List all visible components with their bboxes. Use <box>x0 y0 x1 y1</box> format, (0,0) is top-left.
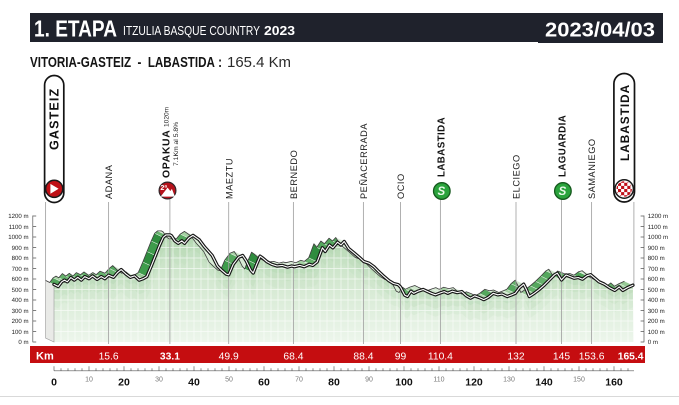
svg-text:140: 140 <box>535 377 553 389</box>
svg-text:130: 130 <box>503 377 515 384</box>
svg-text:30: 30 <box>155 377 163 384</box>
svg-text:600 m: 600 m <box>648 276 665 283</box>
svg-text:132: 132 <box>507 352 524 363</box>
svg-text:S: S <box>559 186 567 198</box>
svg-text:1100 m: 1100 m <box>9 224 29 231</box>
svg-text:1000 m: 1000 m <box>8 234 28 241</box>
svg-text:LABASTIDA: LABASTIDA <box>618 84 632 161</box>
svg-text:OCIO: OCIO <box>396 173 406 199</box>
svg-text:99: 99 <box>395 352 407 363</box>
svg-text:600 m: 600 m <box>12 276 29 283</box>
svg-text:VITORIA-GASTEIZ - LABASTIDA: VITORIA-GASTEIZ - LABASTIDA : <box>30 55 222 71</box>
svg-text:50: 50 <box>225 377 233 384</box>
svg-text:SAMANIEGO: SAMANIEGO <box>587 138 597 199</box>
svg-text:MAEZTU: MAEZTU <box>224 158 234 199</box>
svg-text:0 m: 0 m <box>18 339 28 346</box>
svg-text:88.4: 88.4 <box>353 352 373 363</box>
svg-text:S: S <box>437 186 445 198</box>
svg-text:700 m: 700 m <box>12 266 29 273</box>
svg-text:900 m: 900 m <box>648 245 665 252</box>
svg-text:110: 110 <box>433 377 444 384</box>
svg-text:15.6: 15.6 <box>99 352 119 363</box>
svg-text:7.1Km al 5.8%: 7.1Km al 5.8% <box>173 122 180 166</box>
svg-text:300 m: 300 m <box>12 308 29 315</box>
svg-text:70: 70 <box>295 377 303 384</box>
svg-text:200 m: 200 m <box>648 318 665 325</box>
svg-text:165.4: 165.4 <box>618 352 644 363</box>
svg-text:150: 150 <box>573 377 585 384</box>
svg-text:500 m: 500 m <box>648 287 665 294</box>
svg-text:OPAKUA: OPAKUA <box>162 130 173 178</box>
svg-text:800 m: 800 m <box>648 255 665 262</box>
svg-text:100 m: 100 m <box>648 329 665 336</box>
svg-text:153.6: 153.6 <box>579 352 605 363</box>
svg-text:0: 0 <box>51 377 57 389</box>
svg-text:300 m: 300 m <box>648 308 665 315</box>
svg-text:800 m: 800 m <box>12 255 29 262</box>
svg-text:200 m: 200 m <box>12 318 29 325</box>
svg-text:165.4 Km: 165.4 Km <box>227 55 291 71</box>
svg-text:BERNEDO: BERNEDO <box>289 150 299 199</box>
svg-text:90: 90 <box>365 377 373 384</box>
svg-text:LAGUARDIA: LAGUARDIA <box>557 115 568 177</box>
svg-text:Km: Km <box>36 351 54 363</box>
svg-text:68.4: 68.4 <box>283 352 303 363</box>
svg-text:20: 20 <box>118 377 130 389</box>
svg-text:1200 m: 1200 m <box>8 213 28 220</box>
svg-text:1100 m: 1100 m <box>648 224 668 231</box>
svg-text:2ª: 2ª <box>160 183 167 192</box>
svg-text:10: 10 <box>85 377 93 384</box>
svg-text:49.9: 49.9 <box>219 352 239 363</box>
svg-text:100: 100 <box>395 377 413 389</box>
svg-text:ELCIEGO: ELCIEGO <box>512 154 522 199</box>
svg-text:1000 m: 1000 m <box>648 234 668 241</box>
svg-text:900 m: 900 m <box>12 245 29 252</box>
svg-text:1020m: 1020m <box>164 106 171 127</box>
svg-text:2023/04/03: 2023/04/03 <box>545 20 655 42</box>
svg-text:400 m: 400 m <box>12 297 29 304</box>
svg-text:33.1: 33.1 <box>160 352 180 363</box>
svg-text:40: 40 <box>188 377 200 389</box>
svg-text:ADANA: ADANA <box>104 164 114 199</box>
svg-text:100 m: 100 m <box>12 329 29 336</box>
svg-text:120: 120 <box>465 377 483 389</box>
svg-text:LABASTIDA: LABASTIDA <box>436 117 447 177</box>
svg-text:2023: 2023 <box>264 23 295 38</box>
svg-text:145: 145 <box>553 352 570 363</box>
svg-text:110.4: 110.4 <box>428 352 453 363</box>
svg-text:700 m: 700 m <box>648 266 665 273</box>
svg-text:80: 80 <box>328 377 340 389</box>
svg-text:1. ETAPA: 1. ETAPA <box>34 16 117 42</box>
svg-text:PEÑACERRADA: PEÑACERRADA <box>359 123 369 199</box>
svg-text:0 m: 0 m <box>648 339 658 346</box>
svg-text:1200 m: 1200 m <box>648 213 668 220</box>
svg-text:400 m: 400 m <box>648 297 665 304</box>
svg-text:60: 60 <box>258 377 270 389</box>
svg-text:GASTEIZ: GASTEIZ <box>48 88 62 150</box>
svg-text:160: 160 <box>605 377 623 389</box>
svg-text:ITZULIA BASQUE COUNTRY: ITZULIA BASQUE COUNTRY <box>123 23 260 38</box>
svg-text:500 m: 500 m <box>12 287 29 294</box>
